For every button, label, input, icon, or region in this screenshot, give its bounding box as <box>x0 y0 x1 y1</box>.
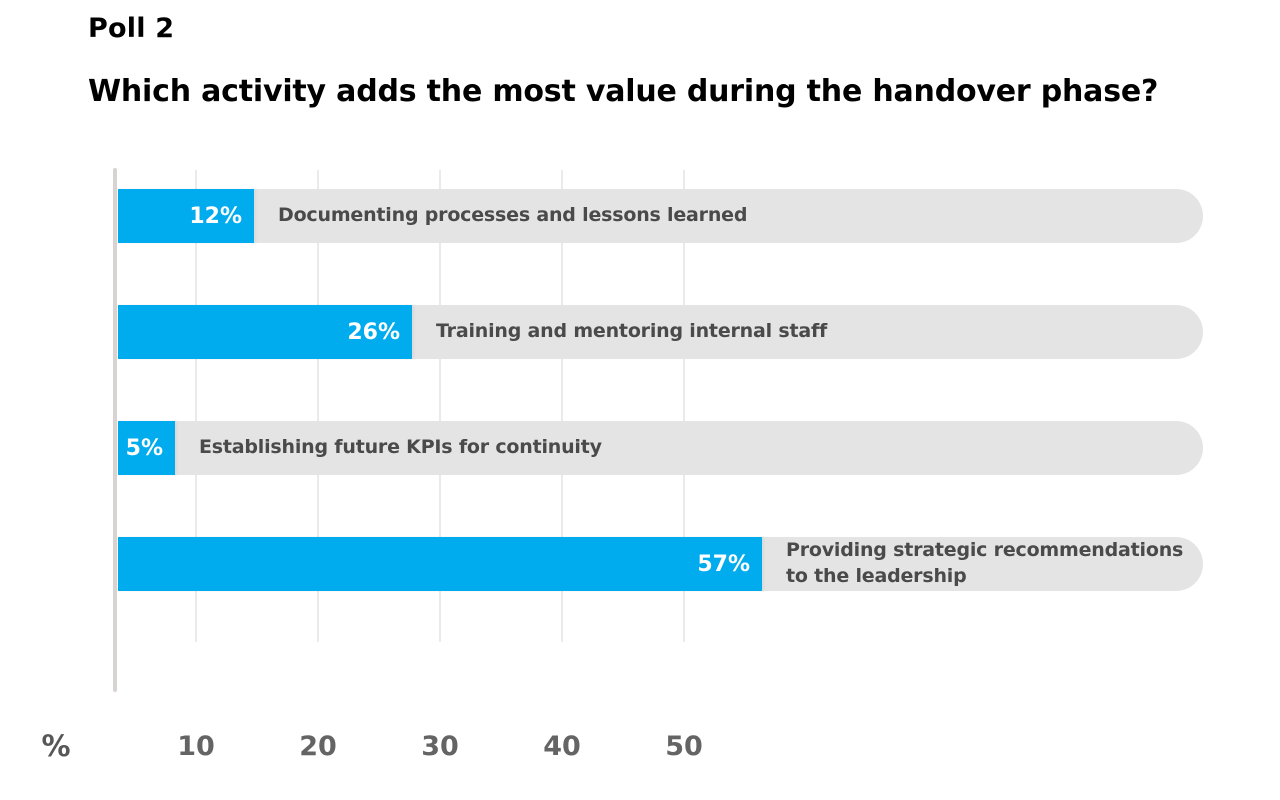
bar-row: 12% Documenting processes and lessons le… <box>118 189 1203 243</box>
bar-row: 26% Training and mentoring internal staf… <box>118 305 1203 359</box>
x-axis-tick-label: 30 <box>421 731 459 762</box>
y-axis-line <box>113 168 117 692</box>
poll-title: Poll 2 <box>88 13 175 44</box>
bar-row: 57% Providing strategic recommendations … <box>118 537 1203 591</box>
gridline <box>439 170 441 642</box>
gridline <box>561 170 563 642</box>
bar-value-label: 26% <box>347 319 400 345</box>
bar-value-label: 57% <box>697 551 750 577</box>
bar-row: 5% Establishing future KPIs for continui… <box>118 421 1203 475</box>
bar-fill: 26% <box>118 305 412 359</box>
gridline <box>683 170 685 642</box>
gridline <box>317 170 319 642</box>
x-axis-tick-label: 20 <box>299 731 337 762</box>
bar-fill: 5% <box>118 421 175 475</box>
bar-category-label: Establishing future KPIs for continuity <box>199 436 602 459</box>
bar-category-label: Training and mentoring internal staff <box>436 320 828 343</box>
x-axis-unit-label: % <box>41 729 71 763</box>
bar-track <box>118 421 1203 475</box>
bar-fill: 57% <box>118 537 762 591</box>
bar-category-label: Providing strategic recommendations to t… <box>786 539 1184 587</box>
bar-value-label: 5% <box>125 435 163 461</box>
bar-track <box>118 189 1203 243</box>
x-axis-tick-label: 50 <box>665 731 703 762</box>
bar-category-label: Documenting processes and lessons learne… <box>278 204 748 227</box>
poll-question: Which activity adds the most value durin… <box>88 74 1159 109</box>
x-axis-tick-label: 10 <box>177 731 215 762</box>
bar-fill: 12% <box>118 189 254 243</box>
gridline <box>195 170 197 642</box>
x-axis-tick-label: 40 <box>543 731 581 762</box>
bar-value-label: 12% <box>189 203 242 229</box>
